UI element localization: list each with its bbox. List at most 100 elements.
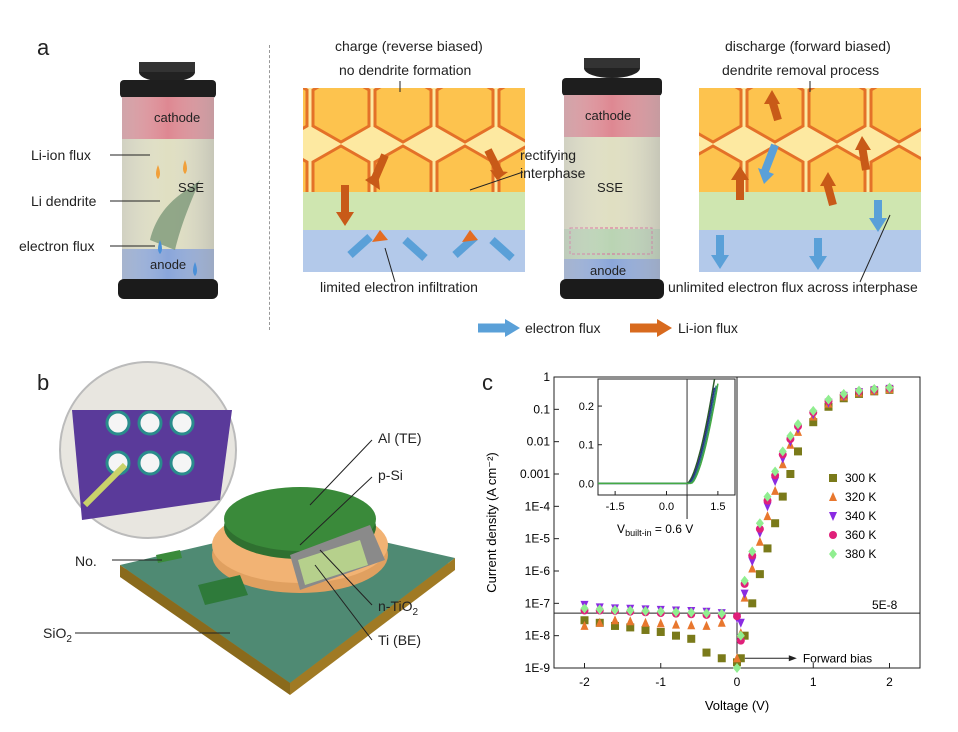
data-point: [733, 653, 741, 663]
inset-annotation: Vbuilt-in = 0.6 V: [617, 522, 693, 538]
y-tick-label: 1: [543, 370, 550, 384]
data-point: [778, 492, 787, 501]
y-tick-label: 1E-6: [525, 564, 551, 578]
data-point: [755, 536, 764, 546]
data-point: [626, 616, 635, 626]
y-tick-label: 0.001: [520, 467, 550, 481]
data-point: [580, 616, 589, 625]
data-point: [595, 604, 604, 615]
data-point: [580, 603, 589, 614]
charge-schematic: [303, 81, 525, 283]
charge-title: charge (reverse biased): [335, 38, 483, 54]
inset-y-tick-label: 0.1: [579, 440, 594, 452]
panel-b-illustration: [59, 361, 455, 695]
data-point: [829, 531, 837, 539]
data-point: [771, 485, 780, 495]
no-label: No.: [75, 553, 97, 569]
inset-x-tick-label: 1.5: [710, 501, 725, 513]
data-point: [755, 524, 764, 533]
data-point: [778, 459, 787, 469]
data-point: [641, 617, 650, 627]
data-point: [702, 608, 711, 619]
data-point: [733, 612, 741, 621]
legend-liion-arrow: [630, 319, 672, 337]
legend-entry: 300 K: [845, 471, 876, 485]
data-point: [733, 663, 741, 673]
data-point: [672, 631, 680, 640]
panel-letter-a: a: [37, 35, 50, 60]
data-point: [672, 619, 680, 629]
inset-y-tick-label: 0.0: [579, 478, 594, 490]
data-point: [809, 418, 818, 427]
data-point: [641, 605, 650, 616]
forward-bias-label: Forward bias: [803, 651, 872, 665]
data-point: [687, 620, 696, 630]
inset-y-tick-label: 0.2: [579, 401, 594, 413]
data-point: [641, 625, 650, 634]
y-tick-label: 1E-7: [525, 596, 551, 610]
data-point: [702, 620, 711, 630]
data-point: [611, 615, 619, 625]
legend-electron-arrow: [478, 319, 520, 337]
x-tick-label: -2: [579, 675, 590, 689]
data-point: [755, 570, 764, 579]
y-axis-label: Current density (A cm⁻²): [484, 452, 499, 593]
iv-chart: 5E-81E-91E-81E-71E-61E-51E-40.0010.010.1…: [484, 370, 921, 713]
legend-entry: 360 K: [845, 528, 876, 542]
sio2-label: SiO2: [43, 625, 72, 645]
panel-a-illustration: [110, 58, 921, 337]
data-point: [748, 546, 757, 557]
data-point: [885, 382, 894, 393]
data-point: [748, 599, 757, 608]
y-tick-label: 0.1: [533, 402, 550, 416]
data-point: [829, 512, 837, 521]
data-point: [626, 605, 635, 616]
forward-bias-arrowhead: [788, 655, 797, 662]
x-axis-label: Voltage (V): [705, 698, 769, 713]
p-si-label: p-Si: [378, 467, 403, 483]
inset-x-tick-label: 0.0: [659, 501, 674, 513]
legend-entry: 320 K: [845, 490, 876, 504]
data-point: [748, 563, 757, 573]
al-te-label: Al (TE): [378, 430, 422, 446]
inset-x-tick-label: -1.5: [606, 501, 625, 513]
legend-entry: 380 K: [845, 547, 876, 561]
data-point: [687, 634, 696, 643]
panel-letter-c: c: [482, 370, 493, 395]
left-cathode-label: cathode: [154, 110, 201, 125]
y-tick-label: 1E-8: [525, 629, 551, 643]
ti-be-label: Ti (BE): [378, 632, 422, 648]
data-point: [580, 620, 589, 630]
x-tick-label: 1: [810, 675, 817, 689]
data-point: [763, 491, 772, 502]
electron-flux-label: electron flux: [19, 238, 95, 254]
data-point: [672, 606, 680, 617]
data-point: [733, 658, 741, 667]
data-point: [740, 575, 749, 586]
data-point: [656, 606, 665, 617]
data-point: [829, 474, 837, 482]
y-tick-label: 0.01: [527, 435, 551, 449]
data-point: [595, 617, 604, 627]
mid-anode-label: anode: [590, 263, 627, 278]
data-point: [771, 477, 780, 487]
panel-letter-b: b: [37, 370, 50, 395]
mid-sse-label: SSE: [597, 180, 624, 195]
left-sse-label: SSE: [178, 180, 205, 195]
y-tick-label: 1E-4: [525, 499, 551, 513]
data-point: [626, 623, 635, 632]
rectifying-interphase-label: rectifying interphase: [520, 147, 586, 181]
data-point: [717, 654, 726, 663]
data-point: [736, 654, 745, 663]
data-point: [829, 549, 837, 559]
data-point: [736, 630, 745, 641]
data-point: [870, 383, 879, 394]
li-dendrite-label: Li dendrite: [31, 193, 97, 209]
discharge-subtitle: dendrite removal process: [722, 62, 880, 78]
battery-left: [110, 62, 218, 299]
data-point: [717, 617, 726, 627]
charge-bottom-label: limited electron infiltration: [320, 279, 478, 295]
data-point: [809, 405, 818, 416]
x-tick-label: -1: [655, 675, 666, 689]
x-tick-label: 0: [734, 675, 741, 689]
